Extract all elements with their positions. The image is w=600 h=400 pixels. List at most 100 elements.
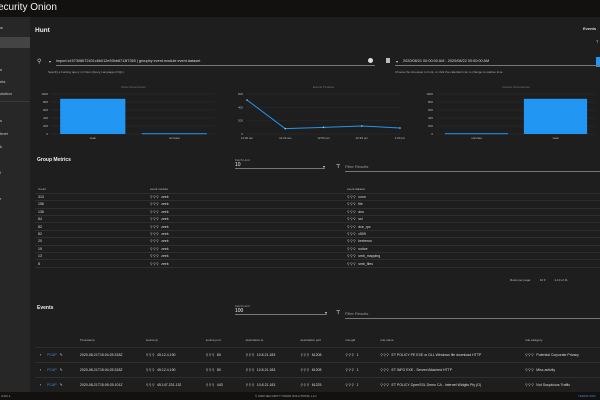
column-header-rule-name[interactable]: rule.name <box>380 333 526 348</box>
calendar-icon[interactable] <box>386 58 390 63</box>
sidebar-item-3[interactable]: s <box>0 67 2 72</box>
zoom-filter-icons[interactable]: ⚲⚲⚲ <box>150 224 160 229</box>
column-header-event-module[interactable]: event.module <box>150 186 347 194</box>
hunt-button[interactable] <box>596 57 600 67</box>
zoom-filter-icons[interactable]: ⚲⚲⚲ <box>150 202 160 207</box>
cell-value: zeek <box>161 246 169 251</box>
timestamp-cell: 2020-08-21T15:04:25.318Z <box>79 362 146 378</box>
x-tick-label: 1:00 pm <box>395 136 405 140</box>
cell-value: zeek <box>161 217 169 222</box>
zoom-filter-icons[interactable]: ⚲⚲⚲ <box>380 382 390 387</box>
security-onion-logo[interactable]: ecurity Onion <box>0 2 57 13</box>
rows-per-page-select[interactable]: 10 ▾ <box>539 278 546 282</box>
zoom-filter-icons[interactable]: ⚲⚲⚲ <box>245 367 255 372</box>
cell-value: zeek <box>161 209 169 214</box>
expand-chevron-icon[interactable]: › <box>40 352 42 357</box>
group-fetch-limit-select[interactable]: Fetch Limit 10 ▾ <box>235 158 325 169</box>
sidebar-item-7[interactable]: hnet <box>0 131 8 136</box>
event-cell: ⚲⚲⚲ Potential Corporate Privacy <box>525 347 600 363</box>
zoom-filter-icons[interactable]: ⚲⚲⚲ <box>205 352 215 357</box>
zoom-filter-icons[interactable]: ⚲⚲⚲ <box>380 367 390 372</box>
zoom-filter-icons[interactable]: ⚲⚲⚲ <box>245 352 255 357</box>
zoom-filter-icons[interactable]: ⚲⚲⚲ <box>347 232 357 237</box>
zoom-filter-icons[interactable]: ⚲⚲⚲ <box>145 352 156 357</box>
pcap-link[interactable]: PCAP <box>47 352 57 357</box>
group-filter-input[interactable]: Filter Results <box>345 164 600 172</box>
column-header-destination-ip[interactable]: destination.ip <box>245 333 301 348</box>
sidebar-item-4[interactable]: nts <box>0 79 6 84</box>
zoom-filter-icons[interactable]: ⚲⚲⚲ <box>150 232 160 237</box>
zoom-filter-icons[interactable]: ⚲⚲⚲ <box>347 202 357 207</box>
cell-value: x509 <box>358 232 366 237</box>
zoom-filter-icons[interactable]: ⚲⚲⚲ <box>345 367 355 372</box>
zoom-filter-icons[interactable]: ⚲⚲⚲ <box>300 367 310 372</box>
zoom-filter-icons[interactable]: ⚲⚲⚲ <box>150 261 160 266</box>
zoom-filter-icons[interactable]: ⚲⚲⚲ <box>347 254 357 259</box>
zoom-filter-icons[interactable]: ⚲⚲⚲ <box>150 239 160 244</box>
date-dropdown-icon[interactable]: ▾ <box>396 59 399 64</box>
zoom-filter-icons[interactable]: ⚲⚲⚲ <box>150 195 160 200</box>
zoom-filter-icons[interactable]: ⚲⚲⚲ <box>347 217 357 222</box>
zoom-filter-icons[interactable]: ⚲⚲⚲ <box>347 261 357 266</box>
zoom-filter-icons[interactable]: ⚲⚲⚲ <box>205 382 215 387</box>
sidebar-item-10[interactable]: r <box>0 196 2 201</box>
count-cell: 8 <box>35 259 150 268</box>
zoom-filter-icons[interactable]: ⚲⚲⚲ <box>525 352 535 357</box>
zoom-filter-icons[interactable]: ⚲⚲⚲ <box>145 382 156 387</box>
clear-query-icon[interactable] <box>368 58 373 63</box>
zoom-filter-icons[interactable]: ⚲⚲⚲ <box>347 246 357 251</box>
count-cell: 313 <box>35 193 150 202</box>
events-filter-input[interactable]: Filter Results <box>345 311 600 319</box>
zoom-filter-icons[interactable]: ⚲⚲⚲ <box>347 209 357 214</box>
timestamp-cell: 2020-08-21T15:04:25.318Z <box>79 347 146 363</box>
zoom-filter-icons[interactable]: ⚲⚲⚲ <box>347 239 357 244</box>
column-header-rule-category[interactable]: rule.category <box>525 333 600 348</box>
zoom-filter-icons[interactable]: ⚲⚲⚲ <box>525 367 535 372</box>
open-external-icon[interactable]: ✎ <box>59 382 63 387</box>
zoom-filter-icons[interactable]: ⚲⚲⚲ <box>145 367 156 372</box>
zoom-filter-icons[interactable]: ⚲⚲⚲ <box>300 382 310 387</box>
zoom-filter-icons[interactable]: ⚲⚲⚲ <box>150 246 160 251</box>
sidebar-item-5[interactable]: olution <box>0 91 12 96</box>
zoom-filter-icons[interactable]: ⚲⚲⚲ <box>150 254 160 259</box>
column-header-count[interactable]: Count <box>35 186 150 194</box>
column-header-rule-gid[interactable]: rule.gid <box>345 333 381 348</box>
events-fetch-limit-select[interactable]: Fetch Limit 100 ▾ <box>235 304 327 315</box>
query-dropdown-icon[interactable]: ▾ <box>49 59 52 64</box>
column-header-source-ip[interactable]: source.ip <box>145 333 206 348</box>
zoom-filter-icons[interactable]: ⚲⚲⚲ <box>380 352 390 357</box>
zoom-filter-icons[interactable]: ⚲⚲⚲ <box>150 217 160 222</box>
pcap-link[interactable]: PCAP <box>47 382 57 387</box>
query-input[interactable]: import.id:57308672401c6b012e93bb8713f735… <box>56 59 375 67</box>
zoom-filter-icons[interactable]: ⚲⚲⚲ <box>525 382 535 387</box>
pcap-link[interactable]: PCAP <box>47 367 57 372</box>
zoom-filter-icons[interactable]: ⚲⚲⚲ <box>205 367 215 372</box>
zoom-filter-icons[interactable]: ⚲⚲⚲ <box>345 382 355 387</box>
event-row[interactable]: › PCAP ✎ 2020-08-21T15:04:25.318Z ⚲⚲⚲ 45.12.4… <box>35 362 600 378</box>
open-external-icon[interactable]: ✎ <box>59 352 63 357</box>
zoom-filter-icons[interactable]: ⚲⚲⚲ <box>347 224 357 229</box>
expand-chevron-icon[interactable]: › <box>40 367 42 372</box>
event-row[interactable]: › PCAP ✎ 2020-08-21T15:05:25.101Z ⚲⚲⚲ 45.147.… <box>35 377 600 393</box>
sidebar-item-8[interactable]: k <box>0 144 2 149</box>
column-header-source-port[interactable]: source.port <box>205 333 246 348</box>
zoom-filter-icons[interactable]: ⚲⚲⚲ <box>347 195 357 200</box>
open-external-icon[interactable]: ✎ <box>59 367 63 372</box>
column-header-destination-port[interactable]: destination.port <box>300 333 346 348</box>
sidebar-item-hunt[interactable] <box>0 37 30 48</box>
column-header-event-dataset[interactable]: event.dataset <box>347 186 600 194</box>
event-row[interactable]: › PCAP ✎ 2020-08-21T15:04:25.318Z ⚲⚲⚲ 45.12.4… <box>35 347 600 363</box>
column-header-Timestamp[interactable]: Timestamp <box>79 333 146 348</box>
zoom-filter-icons[interactable]: ⚲⚲⚲ <box>300 352 310 357</box>
sidebar-item-6[interactable]: s <box>0 118 2 123</box>
zoom-filter-icons[interactable]: ⚲⚲⚲ <box>150 209 160 214</box>
sidebar-item-overview[interactable]: w <box>0 25 3 30</box>
zoom-filter-icons[interactable]: ⚲⚲⚲ <box>345 352 355 357</box>
date-range-input[interactable]: 2020/08/21 00:00:00 AM - 2020/08/22 00:0… <box>395 59 600 66</box>
expand-chevron-icon[interactable]: › <box>40 382 42 387</box>
zoom-filter-icons[interactable]: ⚲⚲⚲ <box>245 382 255 387</box>
cell-value: notice <box>358 246 368 251</box>
count-cell: 82 <box>35 222 150 231</box>
sidebar-item-9[interactable]: l <box>0 170 1 175</box>
terms-link[interactable]: TERMS AND <box>578 394 596 398</box>
